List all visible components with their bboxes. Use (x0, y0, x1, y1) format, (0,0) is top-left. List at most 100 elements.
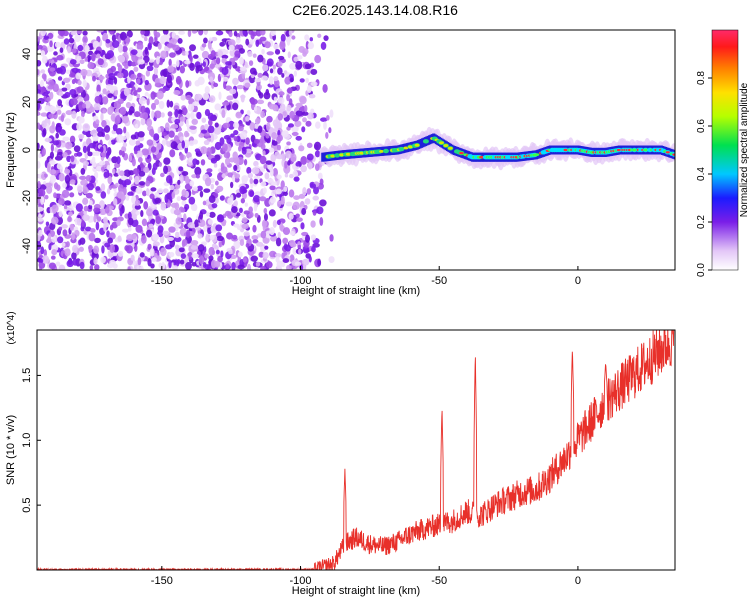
heatmap-cell (159, 76, 167, 85)
heatmap-cell (287, 160, 291, 166)
heatmap-cell (103, 224, 107, 232)
heatmap-cell (142, 190, 147, 197)
heatmap-cell (62, 77, 71, 83)
heatmap-cell (245, 243, 250, 248)
heatmap-cell (111, 85, 118, 91)
heatmap-cell (144, 79, 149, 86)
heatmap-cell (262, 64, 269, 72)
colorbar: 0.0 0.2 0.4 0.6 0.8 Normalized spectral ampl… (696, 29, 750, 277)
heatmap-cell (93, 257, 98, 265)
heatmap-cell (49, 174, 57, 183)
x-tick-label: 0 (575, 275, 581, 287)
heatmap-cell (310, 220, 316, 228)
heatmap-cell (37, 234, 41, 242)
heatmap-cell (82, 35, 88, 44)
heatmap-cell (78, 175, 87, 181)
heatmap-cell (291, 131, 299, 136)
heatmap-cell (233, 164, 238, 172)
heatmap-cell (191, 261, 197, 267)
heatmap-cell (248, 30, 254, 35)
heatmap-cell (189, 180, 195, 187)
heatmap-cell (147, 42, 152, 51)
heatmap-cell (171, 191, 176, 199)
heatmap-cell (314, 150, 321, 158)
heatmap-cell (158, 100, 165, 109)
heatmap-cell (147, 243, 152, 251)
heatmap-cell (307, 112, 314, 120)
heatmap-cell (123, 87, 130, 97)
heatmap-cell (114, 115, 121, 124)
heatmap-cell (282, 237, 289, 245)
heatmap-cell (38, 153, 42, 159)
heatmap-cell (241, 175, 249, 183)
heatmap-cell (145, 188, 150, 197)
heatmap-cell (189, 62, 195, 71)
heatmap-cell (295, 60, 303, 70)
heatmap-cell (77, 44, 84, 52)
heatmap-cell (166, 74, 173, 84)
heatmap-cell (643, 148, 648, 152)
colorbar-tick-label: 0.2 (696, 215, 707, 229)
heatmap-cell (130, 134, 137, 140)
heatmap-cell (197, 233, 203, 239)
heatmap-cell (263, 91, 271, 100)
heatmap-cell (179, 65, 186, 74)
heatmap-cell (105, 84, 114, 90)
heatmap-cell (616, 148, 622, 152)
heatmap-cell (125, 193, 130, 201)
heatmap-cell (80, 226, 85, 232)
heatmap-cell (250, 98, 258, 105)
heatmap-cell (214, 103, 222, 111)
spectrogram-x-label: Height of straight line (km) (292, 285, 420, 297)
heatmap-cell (174, 118, 181, 124)
heatmap-cell (85, 192, 93, 199)
heatmap-cell (199, 190, 204, 198)
heatmap-cell (88, 232, 96, 242)
heatmap-cell (233, 129, 239, 136)
heatmap-cell (69, 223, 74, 231)
heatmap-cell (128, 154, 133, 162)
heatmap-cell (291, 35, 296, 40)
heatmap-cell (265, 133, 270, 139)
heatmap-cell (269, 196, 276, 204)
heatmap-cell (211, 203, 218, 209)
heatmap-cell (330, 154, 336, 158)
heatmap-cell (55, 132, 59, 139)
heatmap-cell (79, 237, 86, 245)
heatmap-cell (72, 258, 78, 266)
heatmap-cell (221, 109, 226, 119)
heatmap-cell (37, 180, 41, 189)
heatmap-cell (268, 147, 275, 153)
heatmap-cell (108, 72, 116, 78)
heatmap-cell (266, 58, 274, 67)
heatmap-cell (325, 131, 329, 139)
heatmap-cell (277, 61, 283, 67)
heatmap-cell (280, 33, 286, 43)
heatmap-cell (107, 140, 112, 146)
heatmap-cell (175, 75, 182, 85)
heatmap-cell (260, 75, 269, 81)
heatmap-cell (287, 87, 293, 94)
heatmap-cell (232, 77, 239, 86)
heatmap-cell (102, 32, 109, 41)
heatmap-cell (398, 146, 405, 152)
heatmap-cell (272, 104, 279, 112)
heatmap-cell (264, 245, 269, 250)
heatmap-cell (177, 37, 183, 44)
heatmap-cell (242, 188, 248, 194)
heatmap-cell (306, 153, 314, 161)
heatmap-cell (105, 152, 110, 160)
heatmap-cell (107, 106, 114, 115)
heatmap-cell (247, 172, 254, 179)
heatmap-cell (222, 143, 228, 152)
heatmap-cell (293, 70, 298, 77)
heatmap-cell (81, 110, 85, 118)
heatmap-cell (37, 101, 40, 111)
heatmap-cell (48, 243, 52, 251)
heatmap-cell (290, 153, 297, 163)
heatmap-cell (245, 137, 250, 145)
heatmap-cell (144, 92, 149, 97)
heatmap-cell (135, 210, 141, 215)
heatmap-cell (70, 155, 75, 163)
heatmap-cell (229, 88, 237, 95)
